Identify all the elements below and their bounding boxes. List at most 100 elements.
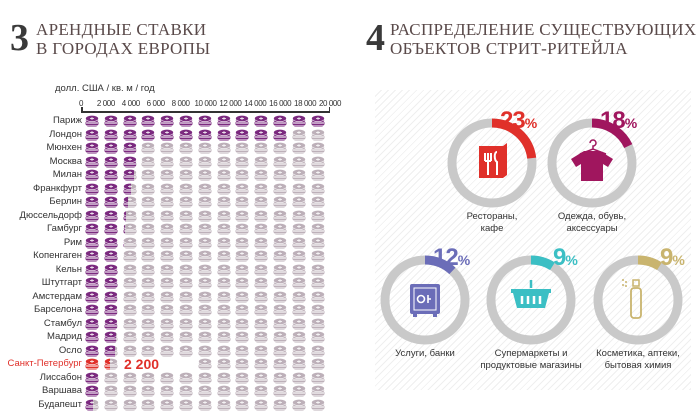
coin-mark [291,128,306,141]
coin-mark [273,358,287,370]
coin-mark [197,385,212,397]
coin-mark [273,236,287,249]
coin-mark [122,371,137,384]
coin-mark [273,155,287,168]
coin-mark [197,304,212,316]
coin-mark [103,358,118,370]
coin-mark [254,290,268,303]
coin-mark [216,398,231,411]
coin-mark [254,236,268,249]
coin-mark [310,169,325,181]
coin-mark [273,196,287,208]
coin-mark [103,128,118,141]
coin-mark [235,263,250,276]
coin-mark [122,223,137,235]
x-tick-label: 12 000 [219,99,242,108]
coin-mark [141,344,156,357]
coin-mark [273,250,287,262]
coin-mark [310,398,325,411]
coin-mark [85,371,99,384]
coin-mark [216,182,231,195]
coin-mark [122,398,137,411]
coin-mark [216,128,231,141]
category-label: Париж [52,115,82,126]
coin-mark [85,277,99,289]
coin-mark [179,223,193,235]
coin-mark [235,142,250,154]
coin-mark [216,155,231,168]
coin-mark [273,115,287,127]
menu-fork-knife-icon [479,143,507,178]
coin-mark [254,155,268,168]
coin-mark [122,385,137,397]
coin-mark [85,385,99,397]
coin-mark [160,277,174,289]
coin-mark [103,317,118,330]
coin-mark [141,236,156,249]
coin-mark [310,277,325,289]
coin-mark [85,155,99,168]
coin-mark [235,371,250,384]
coin-mark [273,331,287,343]
coin-mark [235,169,250,181]
coin-mark [235,290,250,303]
coin-mark [254,250,268,262]
section-number: 4 [366,17,385,59]
coin-mark [291,142,306,154]
bar-row: Копенгаген [0,250,340,263]
coin-mark [122,277,137,289]
coin-mark [197,169,212,181]
coin-mark [216,304,231,316]
section-title: РАСПРЕДЕЛЕНИЕ СУЩЕСТВУЮЩИХ ОБЪЕКТОВ СТРИ… [390,20,696,58]
coin-mark [310,250,325,262]
coin-mark [254,358,268,370]
coin-mark [179,398,193,411]
safe-icon [410,284,440,317]
coin-mark [85,344,99,357]
coin-mark [141,398,156,411]
bar-row: Стамбул [0,318,340,331]
coin-mark [310,142,325,154]
percent-label: 18% [600,107,638,134]
coin-mark [235,209,250,222]
category-label: Услуги, банки [395,348,455,359]
coin-mark [103,250,118,262]
coin-mark [254,209,268,222]
coin-mark [291,196,306,208]
coin-mark [291,209,306,222]
coin-mark [310,236,325,249]
coin-mark [122,250,137,262]
coin-mark [85,398,99,411]
coin-mark [310,155,325,168]
coin-mark [141,182,156,195]
coin-mark [103,236,118,249]
coin-mark [254,142,268,154]
donut-slice [593,255,683,345]
coin-mark [235,196,250,208]
coin-mark [216,263,231,276]
coin-mark [122,115,137,127]
coin-mark [160,223,174,235]
category-label: Милан [52,169,82,180]
coin-mark [254,344,268,357]
bar-row: Москва [0,156,340,169]
coin-mark [160,236,174,249]
coin-mark [235,385,250,397]
coin-mark [197,182,212,195]
coin-mark [103,169,118,181]
coin-mark [235,398,250,411]
coin-mark [310,304,325,316]
coin-mark [85,169,99,181]
coin-mark [235,277,250,289]
coin-mark [291,182,306,195]
coin-mark [179,182,193,195]
coin-mark [141,115,156,127]
coin-mark [85,290,99,303]
coin-mark [291,155,306,168]
category-label: Барселона [34,304,82,315]
coin-mark [197,317,212,330]
coin-mark [254,115,268,127]
coin-mark [254,169,268,181]
coin-mark [273,263,287,276]
bar-row: Гамбург [0,223,340,236]
